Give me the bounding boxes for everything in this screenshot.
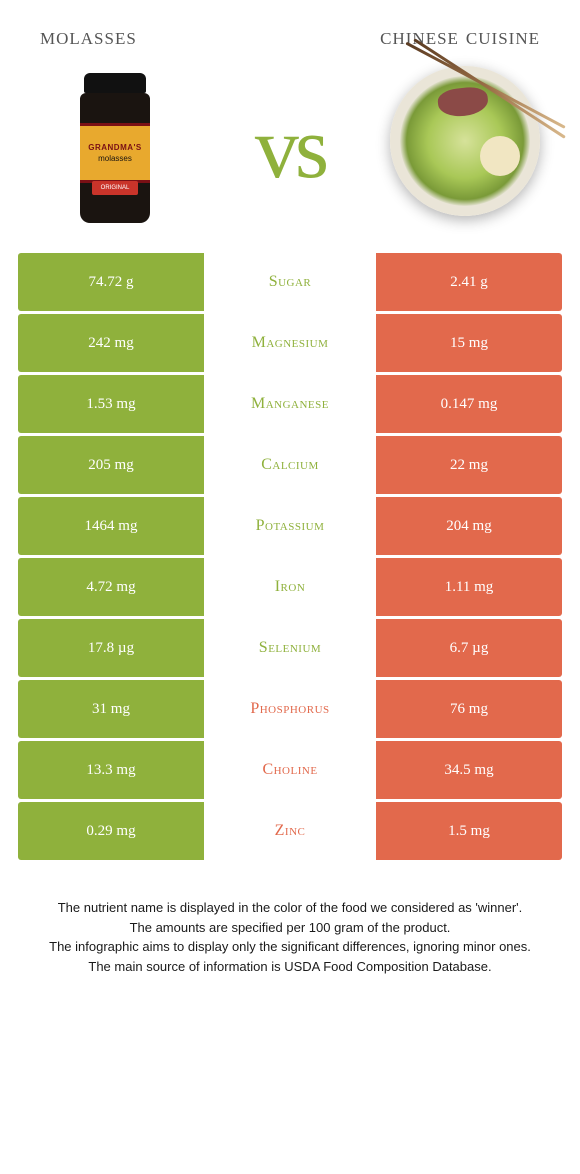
nutrient-label: Potassium [204, 497, 376, 555]
left-value: 1464 mg [18, 497, 204, 555]
jar-sub: molasses [98, 154, 132, 163]
table-row: 1.53 mgManganese0.147 mg [18, 375, 562, 433]
vs-label: vs [190, 98, 390, 199]
images-row: GRANDMA'S molasses ORIGINAL vs [0, 63, 580, 233]
header: molasses chinese cuisine [0, 0, 580, 59]
right-value: 76 mg [376, 680, 562, 738]
footer-notes: The nutrient name is displayed in the co… [28, 898, 552, 976]
footer-line: The infographic aims to display only the… [28, 937, 552, 957]
table-row: 1464 mgPotassium204 mg [18, 497, 562, 555]
left-value: 205 mg [18, 436, 204, 494]
jar-orig: ORIGINAL [92, 181, 138, 195]
nutrient-label: Zinc [204, 802, 376, 860]
nutrient-label: Manganese [204, 375, 376, 433]
table-row: 74.72 gSugar2.41 g [18, 253, 562, 311]
right-value: 2.41 g [376, 253, 562, 311]
left-value: 1.53 mg [18, 375, 204, 433]
right-value: 1.5 mg [376, 802, 562, 860]
left-value: 0.29 mg [18, 802, 204, 860]
table-row: 17.8 µgSelenium6.7 µg [18, 619, 562, 677]
left-value: 17.8 µg [18, 619, 204, 677]
nutrient-label: Choline [204, 741, 376, 799]
right-value: 34.5 mg [376, 741, 562, 799]
nutrient-label: Iron [204, 558, 376, 616]
nutrient-label: Calcium [204, 436, 376, 494]
table-row: 31 mgPhosphorus76 mg [18, 680, 562, 738]
nutrient-label: Magnesium [204, 314, 376, 372]
right-value: 1.11 mg [376, 558, 562, 616]
table-row: 205 mgCalcium22 mg [18, 436, 562, 494]
right-value: 0.147 mg [376, 375, 562, 433]
jar-brand: GRANDMA'S [88, 143, 142, 152]
title-left: molasses [40, 24, 137, 51]
jar-icon: GRANDMA'S molasses ORIGINAL [80, 73, 150, 223]
nutrient-label: Selenium [204, 619, 376, 677]
table-row: 242 mgMagnesium15 mg [18, 314, 562, 372]
right-value: 22 mg [376, 436, 562, 494]
left-value: 4.72 mg [18, 558, 204, 616]
chinese-cuisine-image [390, 63, 540, 233]
left-value: 242 mg [18, 314, 204, 372]
title-right: chinese cuisine [380, 24, 540, 51]
molasses-image: GRANDMA'S molasses ORIGINAL [40, 63, 190, 233]
nutrient-label: Phosphorus [204, 680, 376, 738]
left-value: 74.72 g [18, 253, 204, 311]
footer-line: The nutrient name is displayed in the co… [28, 898, 552, 918]
table-row: 0.29 mgZinc1.5 mg [18, 802, 562, 860]
right-value: 6.7 µg [376, 619, 562, 677]
table-row: 13.3 mgCholine34.5 mg [18, 741, 562, 799]
left-value: 13.3 mg [18, 741, 204, 799]
right-value: 15 mg [376, 314, 562, 372]
comparison-table: 74.72 gSugar2.41 g242 mgMagnesium15 mg1.… [18, 253, 562, 860]
bowl-icon [390, 66, 540, 216]
right-value: 204 mg [376, 497, 562, 555]
footer-line: The amounts are specified per 100 gram o… [28, 918, 552, 938]
nutrient-label: Sugar [204, 253, 376, 311]
table-row: 4.72 mgIron1.11 mg [18, 558, 562, 616]
footer-line: The main source of information is USDA F… [28, 957, 552, 977]
left-value: 31 mg [18, 680, 204, 738]
